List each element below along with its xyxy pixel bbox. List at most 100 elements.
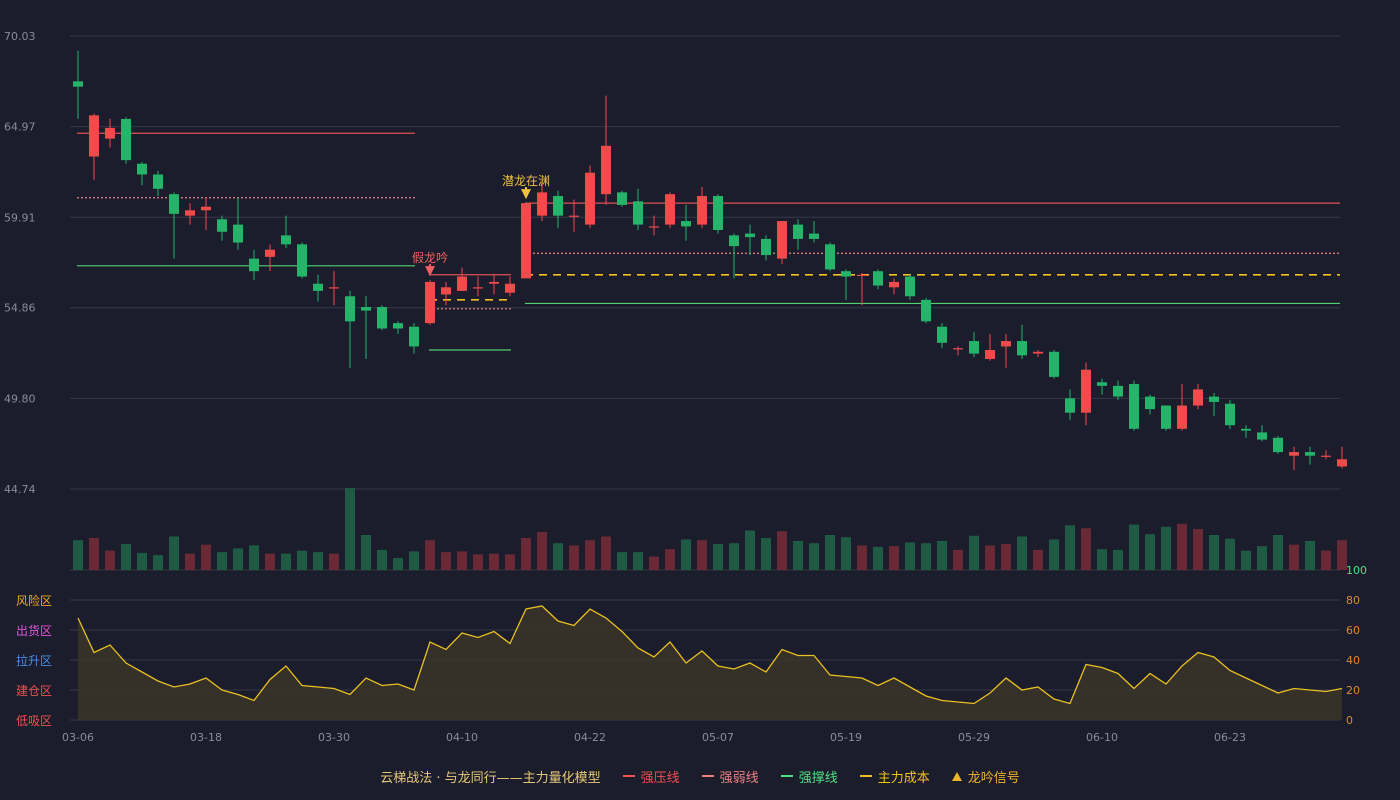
down-arrow-icon bbox=[521, 189, 531, 200]
volume-bar bbox=[281, 553, 291, 570]
volume-bar bbox=[1193, 529, 1203, 570]
candle-body bbox=[73, 81, 83, 87]
volume-bar bbox=[729, 543, 739, 570]
volume-bar bbox=[393, 558, 403, 570]
volume-bar bbox=[825, 534, 835, 570]
volume-bar bbox=[793, 540, 803, 570]
price-tick-label: 64.97 bbox=[4, 121, 36, 134]
volume-bar bbox=[649, 556, 659, 570]
legend-main-cost[interactable]: 主力成本 bbox=[859, 767, 930, 786]
volume-bar bbox=[857, 545, 867, 570]
volume-bar bbox=[1321, 550, 1331, 570]
zone-label: 拉升区 bbox=[16, 653, 52, 668]
volume-bar bbox=[905, 542, 915, 570]
candle-body bbox=[1145, 396, 1155, 410]
candle-body bbox=[185, 210, 195, 216]
volume-bar bbox=[921, 543, 931, 570]
volume-bar bbox=[1033, 549, 1043, 570]
indicator-tick-label: 40 bbox=[1346, 654, 1360, 667]
volume-bar bbox=[137, 552, 147, 570]
down-arrow-icon bbox=[425, 266, 435, 277]
volume-bar bbox=[217, 552, 227, 570]
legend-dragon-signal[interactable]: 龙吟信号 bbox=[951, 767, 1020, 786]
x-tick-label: 03-18 bbox=[190, 731, 222, 744]
legend-main-cost-label: 主力成本 bbox=[877, 770, 930, 786]
indicator-tick-label: 60 bbox=[1346, 624, 1360, 637]
volume-bar bbox=[1097, 549, 1107, 570]
candle-body bbox=[473, 287, 483, 289]
volume-bar bbox=[841, 537, 851, 570]
volume-bar bbox=[409, 551, 419, 570]
candle-body bbox=[1097, 382, 1107, 386]
volume-bar bbox=[89, 537, 99, 570]
candle-body bbox=[953, 348, 963, 350]
legend: 云梯战法 · 与龙同行——主力量化模型 强压线 强弱线 强撑线 主力成本 龙吟信… bbox=[0, 764, 1400, 788]
candle-body bbox=[633, 201, 643, 225]
candle-body bbox=[217, 219, 227, 232]
candle-body bbox=[457, 276, 467, 291]
legend-strong-support-swatch bbox=[780, 775, 793, 777]
x-tick-label: 04-10 bbox=[446, 731, 478, 744]
volume-bar bbox=[745, 530, 755, 570]
volume-bar bbox=[169, 536, 179, 570]
candle-body bbox=[1209, 396, 1219, 402]
legend-strong-resistance-swatch bbox=[622, 775, 635, 777]
candle-body bbox=[505, 283, 515, 293]
x-tick-label: 04-22 bbox=[574, 731, 606, 744]
volume-bar bbox=[633, 552, 643, 570]
volume-bar bbox=[329, 553, 339, 570]
legend-strong-support[interactable]: 强撑线 bbox=[780, 767, 838, 786]
candle-body bbox=[553, 195, 563, 216]
indicator-line bbox=[77, 605, 1343, 705]
volume-bar bbox=[601, 536, 611, 570]
candle-body bbox=[889, 281, 899, 288]
candle-body bbox=[409, 326, 419, 347]
volume-bar bbox=[953, 549, 963, 570]
volume-bar bbox=[665, 549, 675, 570]
candle-body bbox=[537, 192, 547, 216]
candle-body bbox=[361, 307, 371, 311]
price-tick-label: 44.74 bbox=[4, 483, 36, 496]
zone-label: 出货区 bbox=[16, 623, 52, 638]
indicator-tick-label: 0 bbox=[1346, 714, 1353, 727]
price-tick-label: 59.91 bbox=[4, 211, 36, 224]
volume-bar bbox=[697, 540, 707, 570]
candle-body bbox=[1033, 351, 1043, 354]
candle-body bbox=[1081, 369, 1091, 413]
candle-body bbox=[777, 221, 787, 259]
candle-body bbox=[1321, 455, 1331, 457]
volume-bar bbox=[185, 553, 195, 570]
candle-body bbox=[617, 192, 627, 205]
volume-bar bbox=[345, 488, 355, 570]
candle-body bbox=[297, 244, 307, 277]
candle-body bbox=[601, 145, 611, 195]
volume-bar bbox=[425, 540, 435, 570]
volume-bar bbox=[361, 534, 371, 570]
x-tick-label: 06-10 bbox=[1086, 731, 1118, 744]
volume-bar bbox=[505, 554, 515, 570]
x-tick-label: 03-06 bbox=[62, 731, 94, 744]
candle-body bbox=[665, 194, 675, 225]
volume-bar bbox=[265, 553, 275, 570]
volume-bar bbox=[1049, 539, 1059, 570]
volume-bar bbox=[1241, 550, 1251, 570]
candle-body bbox=[1001, 341, 1011, 347]
volume-bar bbox=[1017, 536, 1027, 570]
legend-weak-resistance[interactable]: 强弱线 bbox=[701, 767, 759, 786]
candle-body bbox=[89, 115, 99, 157]
candle-body bbox=[233, 224, 243, 243]
price-tick-label: 70.03 bbox=[4, 30, 36, 43]
legend-weak-resistance-swatch bbox=[701, 775, 714, 777]
zone-label: 建仓区 bbox=[16, 684, 52, 698]
volume-bar bbox=[1225, 538, 1235, 570]
volume-bar bbox=[1129, 524, 1139, 570]
legend-strong-resistance[interactable]: 强压线 bbox=[622, 767, 680, 786]
candle-body bbox=[649, 226, 659, 228]
candle-body bbox=[745, 233, 755, 238]
candle-body bbox=[1241, 428, 1251, 431]
candle-body bbox=[489, 281, 499, 284]
volume-bar bbox=[1161, 526, 1171, 570]
candle-body bbox=[761, 238, 771, 256]
candle-body bbox=[905, 276, 915, 297]
volume-bar bbox=[233, 548, 243, 570]
